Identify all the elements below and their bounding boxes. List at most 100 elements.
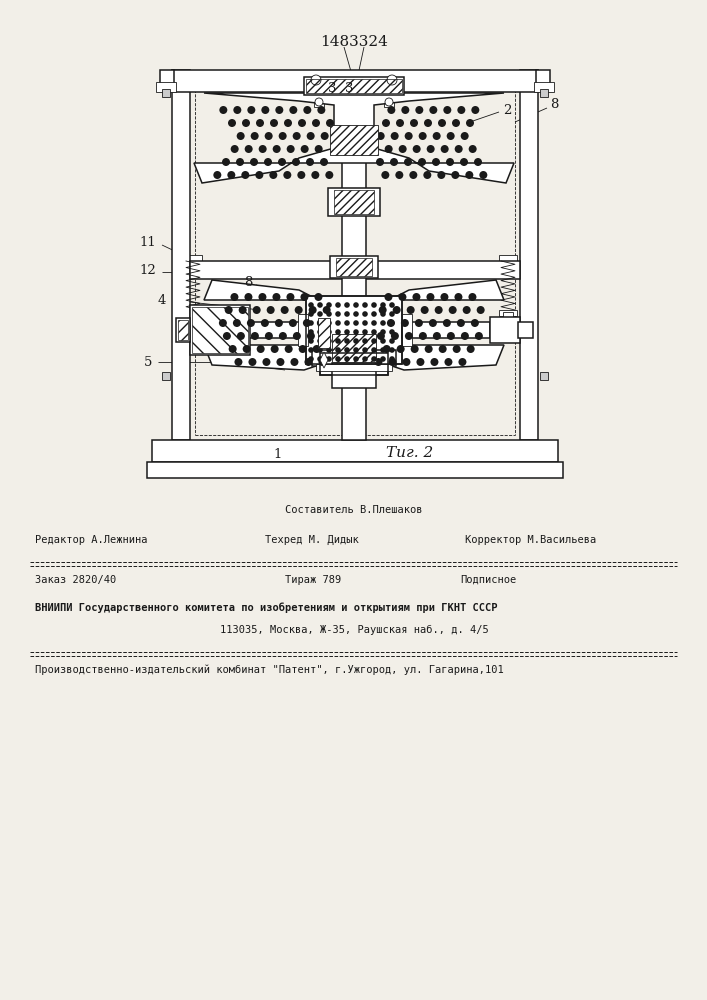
Circle shape [326,311,332,317]
Bar [172,70,190,440]
Bar [334,190,374,214]
Bar [330,256,378,278]
Circle shape [264,132,273,140]
Circle shape [466,119,474,127]
Circle shape [371,338,377,344]
Bar [318,318,330,348]
Circle shape [382,119,390,127]
Circle shape [311,171,320,179]
Circle shape [271,345,279,353]
Circle shape [225,306,233,314]
Circle shape [389,347,395,353]
Circle shape [462,306,471,314]
Circle shape [449,306,457,314]
Circle shape [395,171,403,179]
Text: Редактор А.Лежнина: Редактор А.Лежнина [35,535,148,545]
Circle shape [392,306,401,314]
Circle shape [305,358,312,366]
Circle shape [419,332,427,340]
Circle shape [317,311,323,317]
Circle shape [440,293,448,301]
Circle shape [292,158,300,166]
Circle shape [389,302,395,308]
Circle shape [387,106,395,114]
Circle shape [412,293,421,301]
Circle shape [371,302,377,308]
Bar [176,318,190,342]
Circle shape [461,132,469,140]
Circle shape [326,356,332,362]
Circle shape [300,145,309,153]
Circle shape [425,345,433,353]
Circle shape [389,311,395,317]
Text: 1483324: 1483324 [320,35,388,49]
Circle shape [308,338,314,344]
Circle shape [335,356,341,362]
Circle shape [309,306,317,314]
Bar [330,125,378,155]
Circle shape [344,338,350,344]
Circle shape [265,332,273,340]
Bar [314,97,324,107]
Circle shape [467,345,474,353]
Circle shape [344,347,350,353]
Circle shape [251,332,259,340]
Circle shape [416,358,424,366]
Bar [298,314,308,346]
Circle shape [239,306,247,314]
Circle shape [382,345,391,353]
Circle shape [380,302,386,308]
Circle shape [245,293,252,301]
Circle shape [279,132,286,140]
Circle shape [362,320,368,326]
Circle shape [435,306,443,314]
Circle shape [388,358,397,366]
Circle shape [381,171,390,179]
Bar [162,372,170,380]
Circle shape [407,306,415,314]
Text: Заказ 2820/40: Заказ 2820/40 [35,575,116,585]
Text: 12: 12 [139,263,156,276]
Circle shape [380,356,386,362]
Circle shape [291,358,298,366]
Circle shape [405,332,413,340]
Circle shape [418,158,426,166]
Circle shape [404,132,413,140]
Bar [147,462,563,478]
Bar [192,307,248,353]
Circle shape [431,358,438,366]
Bar [306,79,402,93]
Circle shape [362,302,368,308]
Circle shape [303,106,311,114]
Circle shape [455,293,462,301]
Circle shape [438,345,447,353]
Circle shape [267,306,274,314]
Circle shape [362,311,368,317]
Circle shape [452,119,460,127]
Bar [160,70,174,87]
Circle shape [235,358,243,366]
Circle shape [264,158,272,166]
Text: 3: 3 [328,82,337,95]
Circle shape [308,302,314,308]
Circle shape [375,358,382,366]
Bar [306,296,402,364]
Circle shape [242,119,250,127]
Circle shape [233,319,241,327]
Circle shape [250,158,258,166]
Circle shape [214,171,221,179]
Circle shape [279,332,287,340]
Circle shape [354,311,358,317]
Circle shape [415,106,423,114]
Circle shape [469,145,477,153]
Circle shape [257,345,264,353]
Circle shape [409,171,417,179]
Circle shape [311,75,321,85]
Circle shape [228,119,236,127]
Circle shape [457,319,465,327]
Circle shape [385,293,392,301]
Circle shape [445,358,452,366]
Circle shape [236,158,244,166]
Circle shape [423,171,431,179]
Bar [195,322,306,338]
